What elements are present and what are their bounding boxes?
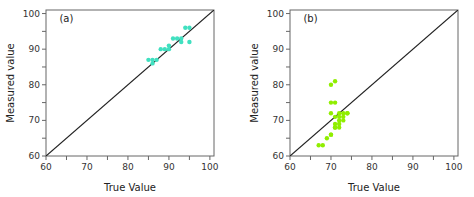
point [187, 40, 191, 44]
marks [290, 10, 458, 156]
x-tick-label: 90 [407, 162, 419, 172]
point [345, 111, 349, 115]
point [329, 132, 333, 136]
y-tick [42, 84, 46, 85]
point [333, 100, 337, 104]
y-axis-label: Measured value [5, 43, 16, 122]
x-tick-label: 90 [163, 162, 175, 172]
x-tick-label: 60 [40, 162, 52, 172]
x-tick-label: 80 [122, 162, 134, 172]
x-tick-label: 100 [445, 162, 462, 172]
x-tick [392, 156, 393, 160]
point [163, 47, 167, 51]
x-tick [310, 156, 311, 160]
y-tick-label: 60 [29, 151, 41, 161]
x-tick [107, 156, 108, 160]
y-tick [286, 49, 290, 50]
point [159, 47, 163, 51]
marks [46, 10, 214, 156]
point [333, 122, 337, 126]
x-tick [351, 156, 352, 160]
y-tick [286, 84, 290, 85]
x-tick [290, 156, 291, 160]
y-tick-label: 100 [23, 9, 40, 19]
y-tick-label: 80 [29, 80, 41, 90]
x-tick-label: 100 [201, 162, 218, 172]
plot-frame [46, 10, 214, 156]
x-tick [168, 156, 169, 160]
x-tick [433, 156, 434, 160]
point [171, 36, 175, 40]
x-tick [66, 156, 67, 160]
point [337, 111, 341, 115]
panel: 60 70 80 90 100 60 70 80 90 100 (b) True Value Measu… [249, 9, 463, 193]
y-tick [286, 120, 290, 121]
point [316, 143, 320, 147]
y-tick [42, 102, 46, 103]
reference-line [290, 10, 458, 156]
plot-frame [290, 10, 458, 156]
x-tick-label: 80 [366, 162, 378, 172]
x-tick [330, 156, 331, 160]
x-tick [453, 156, 454, 160]
point [146, 58, 150, 62]
y-tick-label: 90 [273, 44, 285, 54]
point [179, 40, 183, 44]
y-tick [286, 66, 290, 67]
x-tick [209, 156, 210, 160]
y-tick [286, 31, 290, 32]
y-tick [286, 13, 290, 14]
y-tick [42, 13, 46, 14]
y-tick [286, 138, 290, 139]
y-tick-label: 90 [29, 44, 41, 54]
y-axis-label: Measured value [249, 43, 260, 122]
y-tick [286, 156, 290, 157]
point [329, 111, 333, 115]
x-tick-label: 70 [325, 162, 337, 172]
y-tick [42, 156, 46, 157]
panel-label: (a) [59, 13, 73, 24]
y-tick [286, 102, 290, 103]
x-axis-label: True Value [103, 182, 156, 193]
y-tick-label: 70 [29, 115, 41, 125]
x-tick [86, 156, 87, 160]
y-tick-label: 70 [273, 115, 285, 125]
point [325, 136, 329, 140]
y-tick [42, 138, 46, 139]
point [175, 36, 179, 40]
point [345, 111, 349, 115]
point [154, 58, 158, 62]
point [150, 58, 154, 62]
x-tick [371, 156, 372, 160]
point [333, 79, 337, 83]
y-tick-label: 80 [273, 80, 285, 90]
point [183, 26, 187, 30]
y-tick [42, 120, 46, 121]
point [333, 115, 337, 119]
x-tick-label: 70 [81, 162, 93, 172]
y-tick [42, 31, 46, 32]
y-tick-label: 60 [273, 151, 285, 161]
x-tick-label: 60 [284, 162, 296, 172]
x-tick [46, 156, 47, 160]
point [329, 100, 333, 104]
x-tick [412, 156, 413, 160]
y-tick-label: 100 [267, 9, 284, 19]
x-axis-label: True Value [347, 182, 400, 193]
point [329, 132, 333, 136]
reference-line [46, 10, 214, 156]
x-tick [127, 156, 128, 160]
panel-label: (b) [303, 13, 317, 24]
y-tick [42, 49, 46, 50]
point [187, 26, 191, 30]
point [321, 143, 325, 147]
figure: 60 70 80 90 100 60 70 80 90 100 (a) True Value Measu… [0, 0, 474, 197]
point [167, 43, 171, 47]
x-tick [189, 156, 190, 160]
panel: 60 70 80 90 100 60 70 80 90 100 (a) True Value Measu… [5, 9, 219, 193]
x-tick [148, 156, 149, 160]
y-tick [42, 66, 46, 67]
point [329, 83, 333, 87]
point [341, 115, 345, 119]
